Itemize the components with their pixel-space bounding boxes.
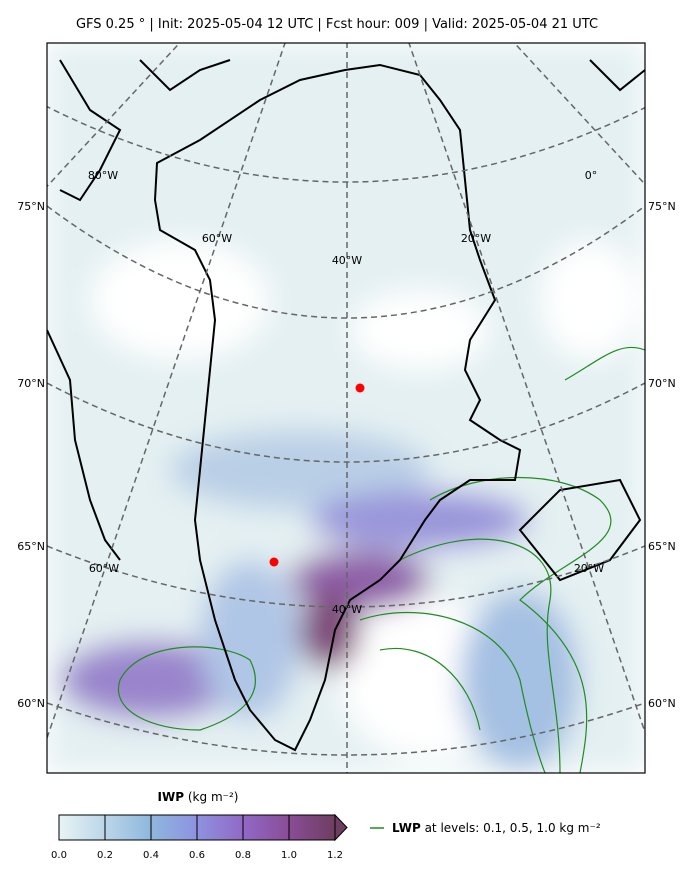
lat-label: 70°N — [648, 377, 676, 390]
colorbar-tick-label: 0.0 — [51, 850, 67, 861]
legend-label: LWP — [392, 821, 421, 835]
lon-label: 60°W — [202, 232, 232, 245]
graticule — [47, 43, 645, 773]
colorbar-title: IWP — [158, 790, 185, 804]
lat-label: 70°N — [17, 377, 45, 390]
colorbar-extend — [334, 813, 348, 842]
title: GFS 0.25 ° | Init: 2025-05-04 12 UTC | F… — [76, 17, 598, 32]
map — [47, 43, 645, 773]
colorbar-tick-label: 0.6 — [189, 850, 205, 861]
iwp-field — [47, 43, 645, 773]
colorbar-tick-label: 1.2 — [327, 850, 343, 861]
lon-label: 20°W — [574, 562, 604, 575]
marker — [355, 383, 365, 393]
colorbar-label: IWP (kg m⁻²) — [158, 790, 239, 804]
legend: LWP at levels: 0.1, 0.5, 1.0 kg m⁻² — [392, 821, 601, 835]
lat-label: 75°N — [17, 200, 45, 213]
coastlines — [47, 59, 645, 752]
lon-label: 40°W — [332, 603, 362, 616]
marker — [269, 557, 279, 567]
colorbar-tick-label: 0.2 — [97, 850, 113, 861]
lat-label: 60°N — [17, 697, 45, 710]
colorbar-tick-label: 1.0 — [281, 850, 297, 861]
lat-label: 65°N — [17, 540, 45, 553]
colorbar-units: (kg m⁻²) — [188, 790, 239, 804]
lon-label: 60°W — [89, 562, 119, 575]
map-frame — [46, 42, 646, 774]
lon-label: 20°W — [461, 232, 491, 245]
lat-label: 75°N — [648, 200, 676, 213]
lon-label: 80°W — [88, 169, 118, 182]
lon-label: 40°W — [332, 254, 362, 267]
legend-text: at levels: 0.1, 0.5, 1.0 kg m⁻² — [425, 821, 601, 835]
colorbar-tick-label: 0.4 — [143, 850, 159, 861]
lat-label: 65°N — [648, 540, 676, 553]
lat-label: 60°N — [648, 697, 676, 710]
lon-label: 0° — [585, 169, 598, 182]
colorbar-tick-label: 0.8 — [235, 850, 251, 861]
